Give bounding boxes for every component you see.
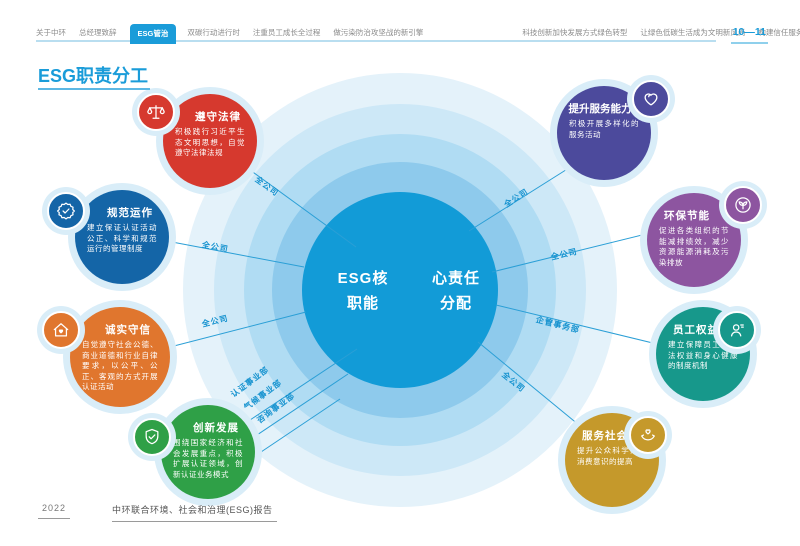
bubble-service-ability: 提升服务能力 积极开展多样化的服务活动 [557, 80, 670, 180]
page-title: ESG职责分工 [38, 66, 149, 86]
bubble-title: 提升服务能力 [568, 103, 632, 115]
footer-year: 2022 [38, 503, 71, 519]
bubble-body: 促进各类组织的节能减排绩效，减少资源能源消耗及污染排放 [659, 226, 729, 267]
footer: 2022 中环联合环境、社会和治理(ESG)报告 [38, 503, 277, 522]
badge-check-icon [47, 192, 85, 230]
nav-item-dual-carbon[interactable]: 双碳行动进行时 [187, 28, 240, 37]
hands-heart-icon [629, 416, 667, 454]
bubble-title: 诚实守信 [105, 324, 151, 336]
nav-item-about[interactable]: 关于中环 [36, 28, 66, 37]
bubble-obey-law: 遵守法律 积极践行习近平生态文明思想，自觉遵守法律法规 [137, 93, 257, 188]
page-number: 10—11 [730, 26, 768, 44]
nav-item-trust-service[interactable]: 构建信任服务平台 [758, 28, 800, 37]
nav-item-gm-speech[interactable]: 总经理致辞 [79, 28, 117, 37]
bubble-body: 积极践行习近平生态文明思想，自觉遵守法律法规 [175, 127, 245, 157]
shield-check-icon [133, 418, 171, 456]
bubble-employee-rights: 员工权益 建立保障员工的合法权益和身心健康的制度机制 [656, 307, 756, 401]
bubble-title: 员工权益 [673, 324, 719, 336]
nav-item-green-life[interactable]: 让绿色低碳生活成为文明新风尚 [640, 28, 746, 37]
person-icon [718, 311, 756, 349]
center-label-right: 心责任 分配 [431, 270, 480, 312]
top-navigation: 关于中环 总经理致辞 ESG管治 双碳行动进行时 注重员工成长全过程 做污染防治… [36, 24, 800, 44]
nav-item-esg-governance-active-tab[interactable]: ESG管治 [129, 24, 177, 44]
nav-item-employee-growth[interactable]: 注重员工成长全过程 [252, 28, 321, 37]
sprout-icon [724, 186, 762, 224]
footer-report-title: 中环联合环境、社会和治理(ESG)报告 [112, 503, 277, 522]
bubble-body: 积极开展多样化的服务活动 [569, 119, 639, 139]
nav-item-tech-innovation[interactable]: 科技创新加快发展方式绿色转型 [522, 28, 628, 37]
bubble-honesty: 诚实守信 自觉遵守社会公德、商业道德和行业自律要求，以公平、公正、客观的方式开展… [42, 307, 170, 407]
bubble-title: 遵守法律 [195, 111, 241, 123]
bubble-innovation: 创新发展 围绕国家经济和社会发展重点，积极扩展认证领域，创新认证业务模式 [133, 405, 255, 499]
bubble-body: 建立保证认证活动公正、科学和规范运行的管理制度 [87, 223, 157, 253]
bubble-title: 环保节能 [664, 210, 710, 222]
bubble-environment: 环保节能 促进各类组织的节能减排绩效，减少资源能源消耗及污染排放 [647, 186, 762, 287]
bubble-body: 建立保障员工的合法权益和身心健康的制度机制 [668, 340, 738, 370]
scales-icon [137, 93, 175, 131]
heart-icon [632, 80, 670, 118]
nav-underline [36, 40, 716, 42]
bubble-title: 创新发展 [193, 422, 239, 434]
bubble-body: 提升公众科学绿色消费意识的提高 [577, 446, 647, 466]
nav-item-pollution-control[interactable]: 做污染防治攻坚战的新引擎 [333, 28, 424, 37]
page-title-underline [38, 88, 150, 90]
bubble-serve-society: 服务社会 提升公众科学绿色消费意识的提高 [565, 413, 667, 507]
center-label-left: ESG核 职能 [337, 270, 389, 312]
bubble-body: 围绕国家经济和社会发展重点，积极扩展认证领域，创新认证业务模式 [173, 438, 243, 479]
center-circle [302, 192, 498, 388]
bubble-standard-operation: 规范运作 建立保证认证活动公正、科学和规范运行的管理制度 [47, 190, 169, 284]
bubble-title: 规范运作 [107, 207, 153, 219]
bubble-body: 自觉遵守社会公德、商业道德和行业自律要求，以公平、公正、客观的方式开展认证活动 [82, 340, 158, 391]
bubble-title: 服务社会 [582, 430, 628, 442]
house-heart-icon [42, 311, 80, 349]
